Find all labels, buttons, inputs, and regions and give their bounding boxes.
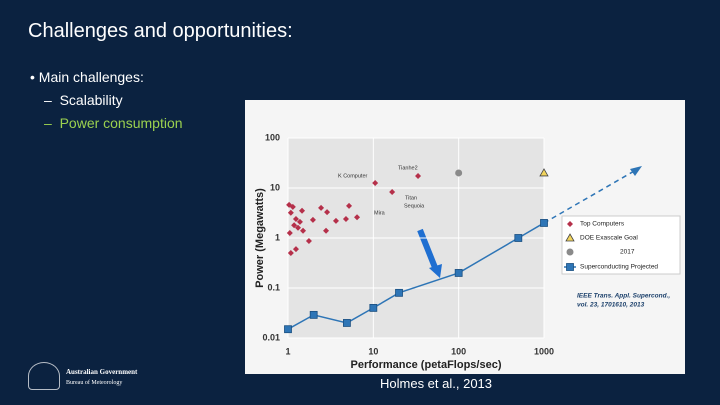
marker [296, 218, 303, 225]
y-tick-label: 0.1 [267, 282, 280, 292]
marker [332, 217, 339, 224]
marker [291, 222, 298, 229]
marker [342, 215, 349, 222]
sub-bullet: – Power consumption [44, 115, 183, 131]
legend-marker [566, 263, 574, 271]
y-axis-label: Power (Megawatts) [254, 188, 266, 288]
y-tick-label: 100 [265, 132, 280, 142]
marker [372, 179, 379, 186]
y-tick-label: 10 [270, 182, 280, 192]
marker [539, 168, 549, 177]
bullet-text: Main challenges: [38, 69, 144, 85]
logo-text: Australian Government [66, 368, 138, 376]
x-tick-label: 1 [285, 346, 290, 356]
logo-crest [28, 362, 60, 390]
legend-marker [566, 248, 574, 256]
y-tick-label: 1 [275, 232, 280, 242]
legend-label: Top Computers [580, 221, 625, 228]
y-tick-label: 0.01 [262, 332, 280, 342]
marker [305, 238, 312, 245]
legend-label: 2017 [620, 249, 635, 256]
logo-text: Bureau of Meteorology [66, 380, 123, 386]
marker [342, 319, 351, 327]
citation: vol. 23, 1701610, 2013 [577, 302, 645, 309]
marker [300, 227, 307, 234]
slide-title: Challenges and opportunities: [28, 20, 293, 42]
marker [284, 325, 292, 334]
marker [309, 216, 316, 223]
caption: Holmes et al., 2013 [380, 376, 493, 391]
x-axis-label: Performance (petaFlops/sec) [351, 359, 502, 371]
x-tick-label: 100 [451, 346, 466, 356]
x-tick-label: 1000 [534, 346, 554, 356]
arrow-head [630, 166, 642, 176]
legend-label: Superconducting Projected [580, 264, 658, 271]
marker [454, 269, 463, 277]
marker [318, 204, 325, 211]
sub-bullet-text: Power consumption [59, 115, 183, 131]
arrow-head [429, 264, 442, 278]
legend-marker [565, 233, 575, 242]
marker [286, 229, 293, 236]
marker [287, 250, 294, 257]
citation: IEEE Trans. Appl. Supercond., [577, 293, 670, 300]
marker [354, 214, 361, 221]
marker [455, 169, 463, 177]
marker [540, 219, 548, 227]
marker [289, 203, 296, 210]
sub-bullet: – Scalability [44, 92, 123, 108]
marker [415, 172, 422, 179]
annotation: K Computer [338, 173, 368, 179]
legend-label: DOE Exascale Goal [580, 235, 638, 242]
marker [287, 209, 294, 216]
marker [514, 234, 523, 242]
annotation: Sequoia [404, 203, 425, 209]
marker [324, 209, 331, 216]
legend-marker [567, 221, 573, 227]
marker [395, 288, 403, 297]
annotation: Mira [374, 210, 386, 216]
marker [292, 246, 299, 253]
marker [323, 227, 330, 234]
legend-box [561, 215, 681, 275]
marker [309, 310, 318, 319]
bullet: • Main challenges: [30, 69, 144, 85]
marker [389, 189, 396, 196]
sub-bullet-text: Scalability [59, 92, 123, 108]
annotation: Titan [405, 195, 417, 201]
marker [299, 207, 306, 214]
x-tick-label: 10 [368, 346, 378, 356]
marker [346, 202, 353, 209]
marker [295, 224, 302, 231]
annotation: Tianhe2 [398, 165, 418, 171]
series-line [287, 222, 545, 330]
marker [369, 303, 378, 312]
arrow [417, 228, 439, 272]
marker [292, 215, 299, 222]
